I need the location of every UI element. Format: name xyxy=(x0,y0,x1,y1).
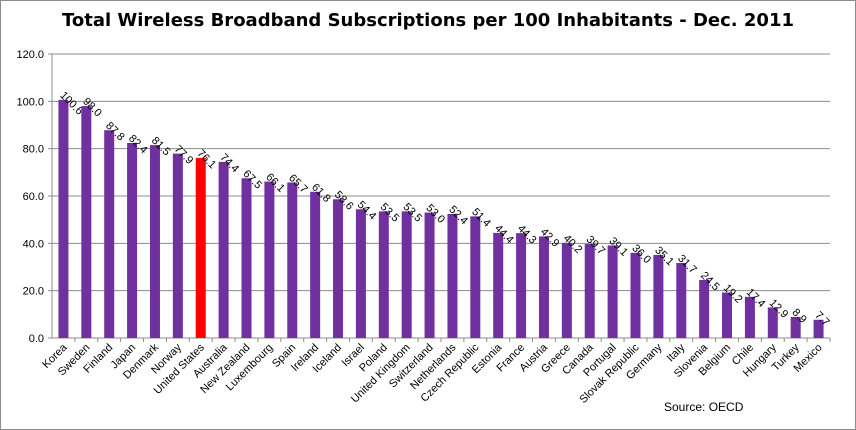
bar xyxy=(470,216,481,338)
y-tick-label: 100.0 xyxy=(16,96,44,108)
bar xyxy=(676,262,687,338)
bar xyxy=(218,161,229,338)
bar xyxy=(241,178,252,338)
bar xyxy=(790,316,801,338)
y-tick-label: 120.0 xyxy=(16,49,44,61)
bar xyxy=(333,199,344,338)
bar xyxy=(127,142,138,338)
bar xyxy=(378,211,389,338)
bar xyxy=(699,280,710,338)
bar xyxy=(195,157,206,338)
y-tick-label: 80.0 xyxy=(23,144,44,156)
bar xyxy=(561,242,572,338)
bar xyxy=(722,292,733,338)
bar xyxy=(493,232,504,338)
bar xyxy=(58,99,69,338)
bar xyxy=(81,106,92,338)
chart-title: Total Wireless Broadband Subscriptions p… xyxy=(61,10,795,31)
bar xyxy=(172,153,183,338)
bar xyxy=(264,181,275,338)
bar xyxy=(607,245,618,338)
bar xyxy=(630,252,641,338)
bar xyxy=(355,209,366,338)
y-tick-label: 0.0 xyxy=(29,333,44,345)
bar xyxy=(149,145,160,338)
y-tick-label: 20.0 xyxy=(23,286,44,298)
bar xyxy=(310,191,321,338)
bar xyxy=(104,130,115,338)
bar xyxy=(447,213,458,338)
y-tick-label: 40.0 xyxy=(23,238,44,250)
bar xyxy=(584,244,595,338)
bar xyxy=(813,319,824,338)
bar xyxy=(401,211,412,338)
y-tick-label: 60.0 xyxy=(23,191,44,203)
bar xyxy=(424,212,435,338)
bar xyxy=(744,296,755,338)
source-note: Source: OECD xyxy=(664,400,744,414)
bar xyxy=(653,254,664,338)
bar xyxy=(287,182,298,338)
bar xyxy=(516,233,527,338)
bar xyxy=(538,236,549,338)
bar xyxy=(767,307,778,338)
